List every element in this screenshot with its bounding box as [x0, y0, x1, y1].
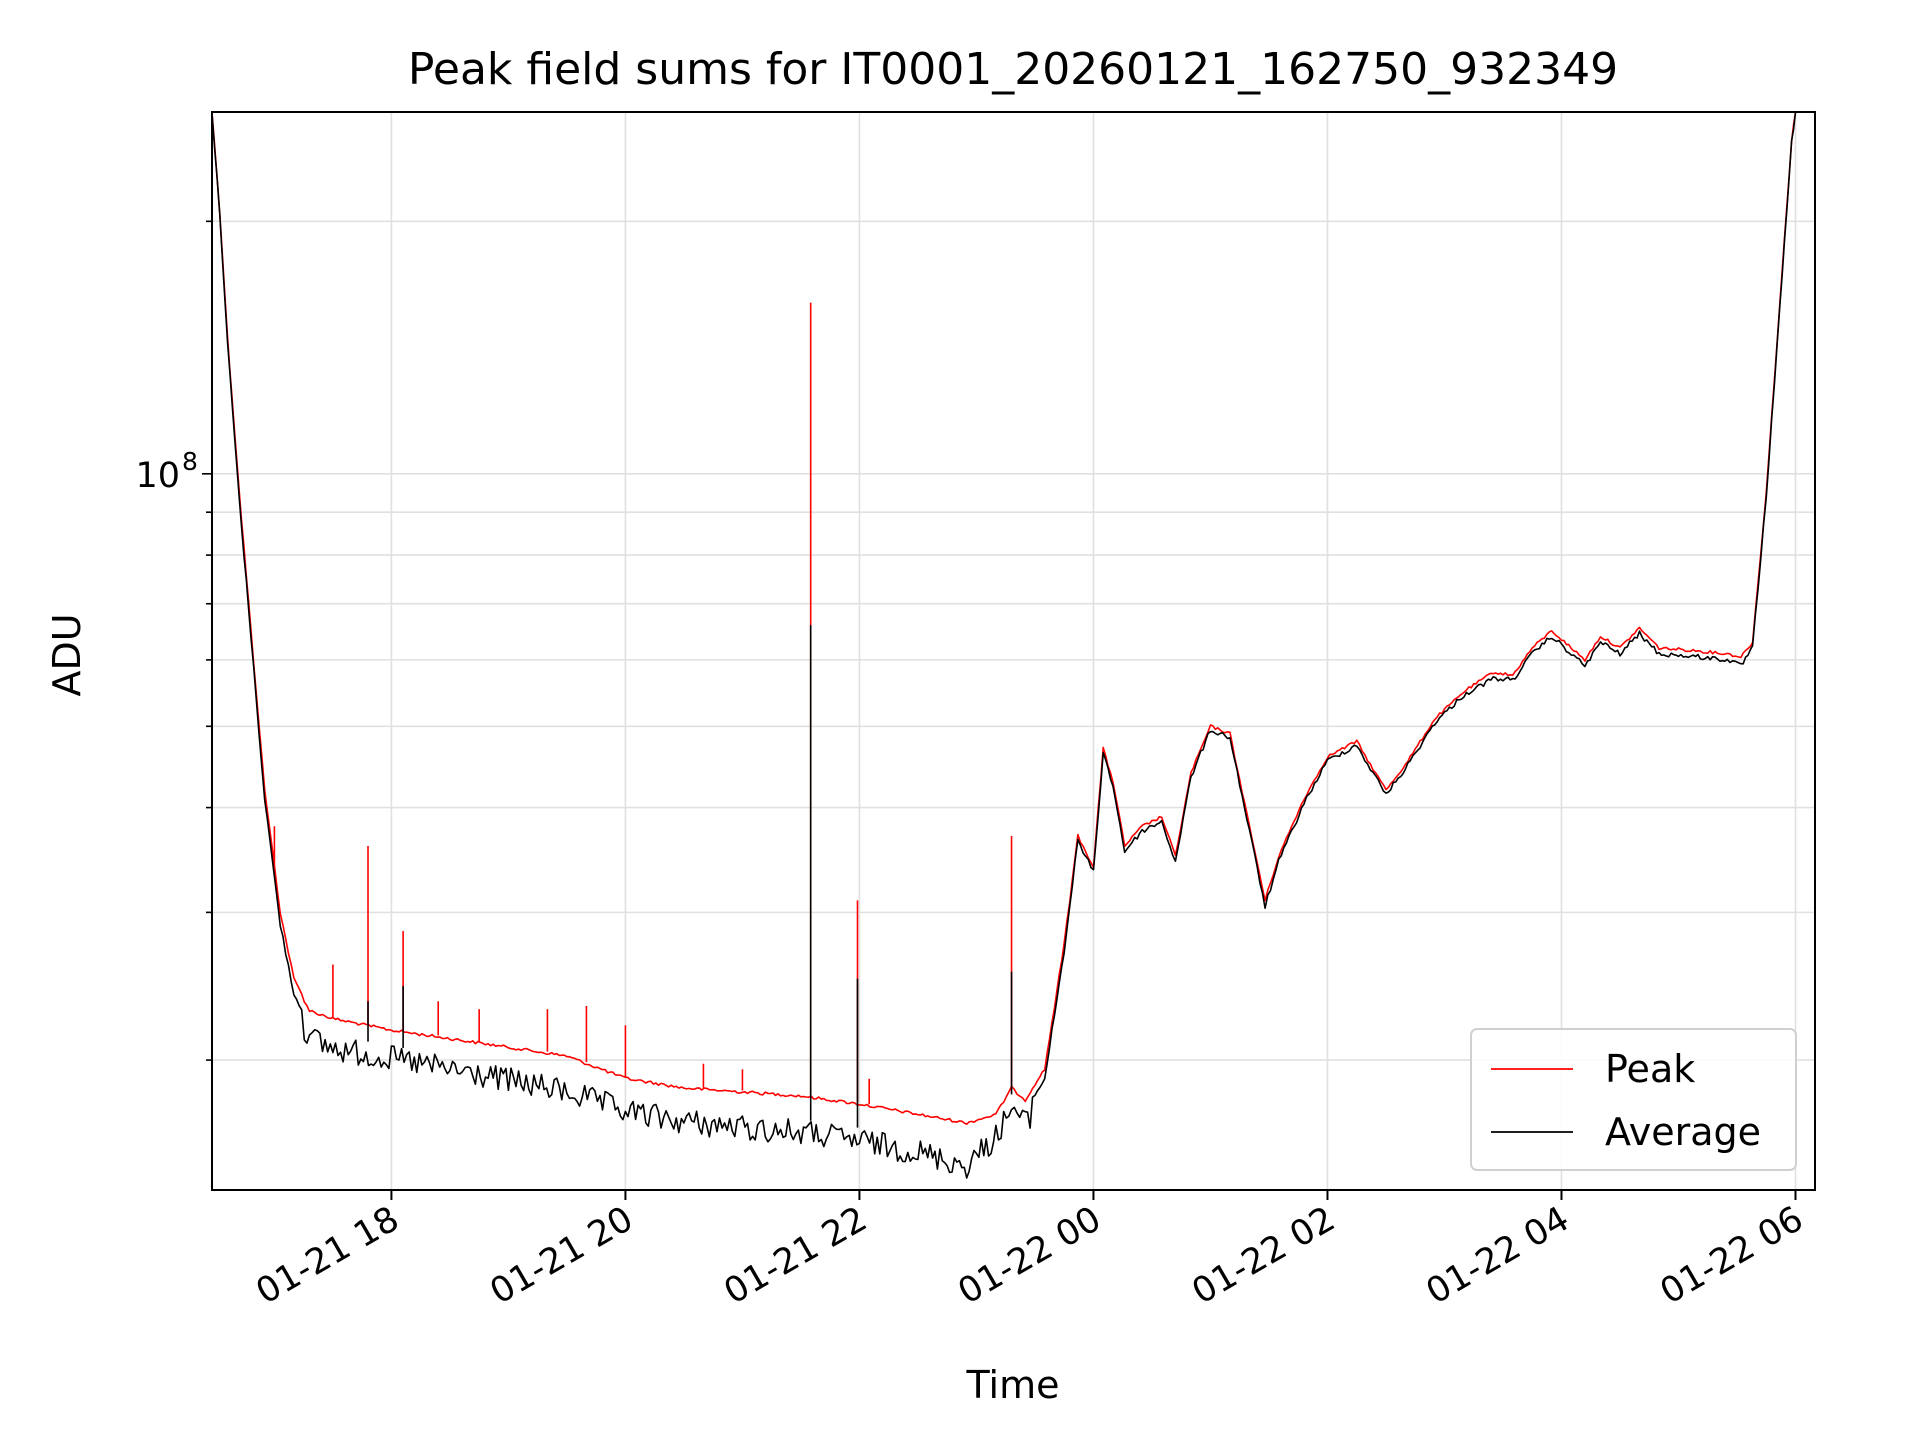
legend-label-peak: Peak	[1605, 1047, 1695, 1091]
chart-title: Peak field sums for IT0001_20260121_1627…	[408, 44, 1618, 95]
series-line-peak	[212, 112, 1797, 1125]
y-tick-label-exponent: 8	[182, 447, 198, 476]
x-axis-label: Time	[966, 1363, 1060, 1407]
legend-box	[1470, 1028, 1797, 1171]
plot-frame	[211, 111, 1816, 1191]
y-tick-label-base: 10	[135, 456, 180, 496]
grid	[212, 112, 1815, 1190]
legend-label-average: Average	[1605, 1110, 1761, 1154]
legend: Peak Average	[1470, 1028, 1797, 1171]
y-axis-label: ADU	[45, 613, 89, 696]
y-tick-label: 10 8	[135, 447, 197, 496]
series-line-average	[212, 112, 1797, 1179]
series-layer	[212, 112, 1797, 1179]
